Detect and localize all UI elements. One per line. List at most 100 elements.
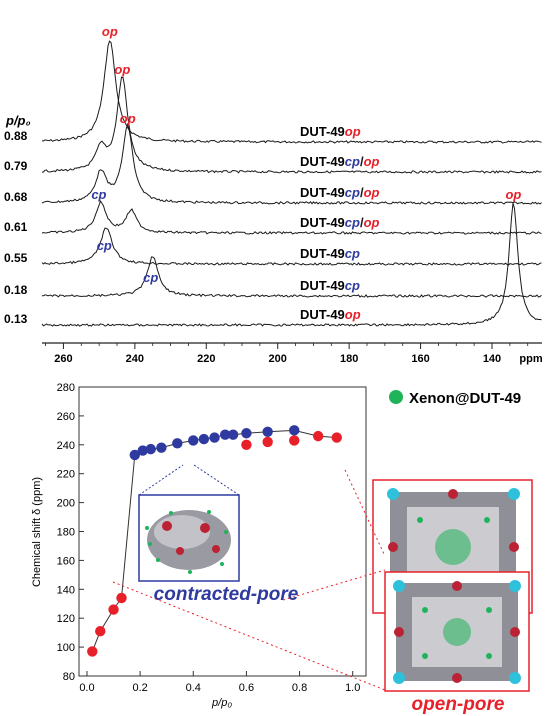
nmr-trace <box>41 122 542 205</box>
nmr-trace <box>41 76 542 174</box>
peak-label: op <box>102 24 118 39</box>
legend: Xenon@DUT-49 <box>389 390 521 407</box>
sample-label-name: DUT-49 <box>300 185 345 200</box>
shift-y-tick-label: 180 <box>57 527 75 539</box>
sample-label-phase: op <box>364 154 380 169</box>
pressure-value: 0.88 <box>4 129 28 143</box>
nmr-trace <box>41 199 542 235</box>
contracted-pore-pointer-left <box>138 464 184 496</box>
sample-label-phase: op <box>364 185 380 200</box>
shift-y-tick-label: 100 <box>57 642 75 654</box>
legend-xenon-marker <box>389 390 403 404</box>
sample-label-phase: / <box>360 215 364 230</box>
shift-point-op <box>289 435 300 446</box>
shift-x-tick-label: 0.8 <box>292 682 307 694</box>
sample-label: DUT-49cp/op <box>300 154 380 169</box>
shift-point-cp <box>172 438 183 449</box>
nmr-trace <box>41 227 542 266</box>
legend-xenon-label: Xenon@DUT-49 <box>409 390 521 407</box>
shift-axes: 80 100 120 140 160 180 200 220 240 260 280 0.0 0.2 0.… <box>57 382 361 694</box>
shift-y-tick-label: 220 <box>57 469 75 481</box>
sample-label-phase: cp <box>345 215 360 230</box>
pressure-value: 0.55 <box>4 251 28 265</box>
shift-y-tick-label: 240 <box>57 440 75 452</box>
shift-point-cp <box>188 435 199 446</box>
nmr-x-axis: 260 240 220 200 180 160 140 ppm <box>42 342 543 365</box>
sample-label-phase: / <box>360 185 364 200</box>
contracted-pore-label: contracted-pore <box>154 584 299 605</box>
sample-label-phase: cp <box>345 154 360 169</box>
shift-point-cp <box>241 428 252 439</box>
pressure-axis-label: p/p₀ <box>5 113 31 128</box>
shift-x-tick-label: 0.4 <box>186 682 201 694</box>
sample-label: DUT-49cp/op <box>300 215 380 230</box>
shift-point-cp <box>145 443 156 455</box>
sample-label-name: DUT-49 <box>300 307 345 322</box>
pressure-value: 0.18 <box>4 283 28 297</box>
shift-y-tick-label: 200 <box>57 498 75 510</box>
shift-point-op <box>241 439 252 450</box>
contracted-pore-structure-image <box>145 510 231 574</box>
open-pore-label: open-pore <box>412 694 505 715</box>
sample-label-phase: cp <box>345 246 360 261</box>
shift-y-label: Chemical shift δ (ppm) <box>31 477 43 587</box>
pressure-value: 0.61 <box>4 220 28 234</box>
shift-point-cp <box>219 429 231 440</box>
sample-label-phase: / <box>360 154 364 169</box>
shift-x-tick-label: 0.2 <box>132 682 147 694</box>
peak-label: cp <box>143 270 158 285</box>
nmr-x-tick-label: 240 <box>126 353 144 365</box>
shift-point-op <box>108 604 119 615</box>
nmr-x-tick-label: 260 <box>54 353 72 365</box>
peak-label: op <box>114 62 130 77</box>
shift-plot-panel: 80 100 120 140 160 180 200 220 240 260 280 0.0 0.2 0.… <box>31 382 533 715</box>
shift-y-tick-label: 160 <box>57 555 75 567</box>
sample-label-phase: op <box>345 307 361 322</box>
sample-label: DUT-49cp <box>300 278 360 293</box>
nmr-x-tick-label: 220 <box>197 353 215 365</box>
nmr-x-tick-label: 160 <box>411 353 429 365</box>
peak-label: op <box>120 111 136 126</box>
contracted-pore-pointer-right <box>193 464 240 496</box>
shift-point-op <box>95 626 106 637</box>
nmr-trace <box>41 202 542 327</box>
nmr-x-tick-label: 140 <box>483 353 501 365</box>
shift-point-cp <box>137 445 148 456</box>
pressure-value: 0.13 <box>4 312 28 326</box>
shift-x-tick-label: 1.0 <box>345 682 360 694</box>
shift-point-op <box>312 430 324 442</box>
open-pore-pointer-point <box>112 581 386 691</box>
open-pore-pointer-upper <box>344 469 385 555</box>
sample-label-phase: op <box>364 215 380 230</box>
sample-label-phase: cp <box>345 278 360 293</box>
shift-y-tick-label: 280 <box>57 382 75 394</box>
shift-points <box>87 425 342 657</box>
shift-y-tick-label: 80 <box>63 671 75 683</box>
sample-label-name: DUT-49 <box>300 215 345 230</box>
sample-label-name: DUT-49 <box>300 278 345 293</box>
nmr-x-unit: ppm <box>519 353 542 365</box>
nmr-x-tick-label: 180 <box>340 353 358 365</box>
shift-point-cp <box>227 429 239 440</box>
pressure-value: 0.68 <box>4 190 28 204</box>
sample-label-name: DUT-49 <box>300 246 345 261</box>
nmr-x-tick-label: 200 <box>269 353 287 365</box>
shift-point-cp <box>262 426 273 437</box>
shift-x-tick-label: 0.0 <box>79 682 94 694</box>
pressure-value: 0.79 <box>4 159 28 173</box>
shift-y-tick-label: 120 <box>57 613 75 625</box>
shift-point-op <box>116 592 127 604</box>
shift-point-op <box>262 436 273 448</box>
peak-label: cp <box>91 187 106 202</box>
sample-label: DUT-49op <box>300 307 361 322</box>
open-pore-structure-image-lower <box>384 571 530 692</box>
sample-label-name: DUT-49 <box>300 154 345 169</box>
shift-y-tick-label: 140 <box>57 584 75 596</box>
shift-x-tick-label: 0.6 <box>239 682 254 694</box>
shift-point-cp <box>198 433 210 445</box>
peak-label: op <box>505 187 521 202</box>
shift-point-cp <box>156 442 167 453</box>
